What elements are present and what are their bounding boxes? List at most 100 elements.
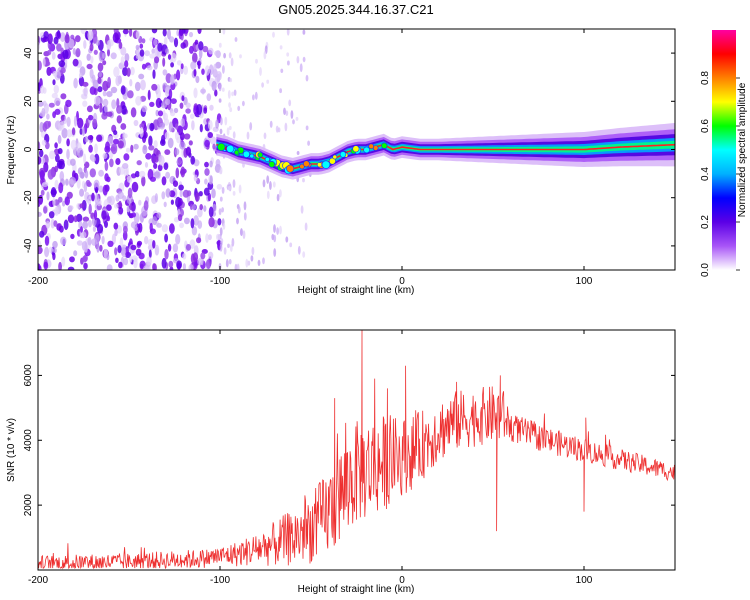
noise-blob: [223, 52, 227, 59]
noise-blob: [228, 185, 231, 191]
ridge-peak-blob: [321, 160, 331, 169]
ridge-peak-blob: [217, 142, 226, 152]
noise-blob: [133, 226, 138, 232]
noise-blob: [102, 152, 108, 160]
noise-blob: [204, 178, 208, 185]
ridge-peak-blob: [268, 161, 276, 168]
noise-blob: [277, 127, 281, 133]
noise-blob: [136, 160, 142, 166]
noise-blob: [59, 225, 64, 233]
noise-blob: [169, 74, 175, 85]
noise-blob: [60, 236, 67, 246]
noise-blob: [272, 181, 276, 188]
noise-blob: [143, 200, 149, 211]
ridge-peak-blob: [242, 150, 250, 158]
noise-blob: [77, 117, 84, 129]
noise-blob: [50, 218, 55, 229]
noise-blob: [249, 122, 253, 131]
noise-blob: [164, 131, 170, 140]
noise-blob: [269, 120, 273, 128]
noise-blob: [88, 203, 92, 215]
noise-blob: [222, 29, 226, 35]
noise-blob: [126, 175, 133, 183]
noise-blob: [181, 95, 185, 102]
noise-blob: [94, 153, 100, 165]
noise-blob: [54, 165, 59, 173]
noise-blob: [73, 115, 78, 127]
noise-blob: [83, 182, 88, 193]
noise-blob: [161, 191, 166, 200]
noise-blob: [237, 206, 241, 214]
noise-blob: [111, 99, 117, 110]
noise-blob: [198, 41, 204, 51]
noise-blob: [272, 31, 275, 38]
noise-blob: [116, 115, 123, 124]
noise-blob: [227, 90, 231, 99]
noise-blob: [87, 219, 92, 228]
noise-blob: [157, 110, 164, 117]
noise-blob: [262, 179, 266, 188]
noise-blob: [148, 249, 152, 259]
noise-blob: [98, 169, 104, 177]
noise-blob: [48, 102, 55, 108]
noise-blob: [204, 139, 211, 148]
noise-blob: [93, 209, 98, 221]
noise-blob: [190, 61, 197, 70]
noise-blob: [231, 91, 235, 97]
noise-blob: [118, 41, 123, 50]
noise-blob: [180, 118, 186, 128]
noise-blob: [206, 93, 212, 102]
noise-blob: [39, 121, 44, 133]
noise-blob: [80, 231, 87, 239]
noise-blob: [88, 144, 93, 153]
noise-blob: [126, 67, 131, 77]
noise-blob: [81, 126, 85, 136]
noise-blob: [182, 253, 187, 260]
noise-blob: [43, 31, 49, 39]
noise-blob: [305, 74, 309, 82]
noise-blob: [199, 124, 203, 133]
noise-blob: [64, 34, 70, 44]
noise-blob: [92, 118, 98, 128]
noise-blob: [233, 89, 237, 96]
noise-blob: [81, 241, 88, 251]
noise-blob: [207, 132, 213, 139]
noise-blob: [60, 93, 67, 100]
noise-blob: [180, 42, 186, 49]
noise-blob: [175, 234, 181, 245]
noise-blob: [96, 243, 100, 253]
noise-blob: [101, 235, 105, 245]
ridge-peak-blob: [352, 145, 360, 153]
noise-blob: [104, 220, 108, 228]
noise-blob: [243, 201, 247, 211]
noise-blob: [109, 158, 114, 168]
noise-blob: [228, 258, 232, 265]
noise-blob: [81, 255, 88, 263]
noise-blob: [208, 47, 214, 55]
noise-blob: [173, 107, 179, 114]
noise-blob: [122, 29, 129, 35]
noise-blob: [273, 234, 277, 243]
noise-blob: [162, 69, 168, 76]
noise-blob: [279, 45, 283, 50]
noise-blob: [183, 65, 189, 76]
noise-blob: [60, 67, 66, 74]
noise-blob: [221, 207, 225, 213]
noise-blob: [192, 52, 198, 64]
noise-blob: [104, 161, 109, 172]
noise-blob: [54, 97, 61, 107]
noise-blob: [236, 263, 240, 270]
noise-blob: [54, 179, 59, 190]
noise-blob: [58, 182, 64, 194]
noise-blob: [276, 227, 279, 235]
noise-blob: [167, 243, 172, 252]
noise-blob: [70, 233, 75, 240]
noise-blob: [243, 212, 247, 221]
noise-blob: [177, 214, 183, 222]
noise-blob: [89, 43, 94, 52]
noise-blob: [232, 191, 236, 196]
noise-blob: [193, 87, 198, 99]
noise-blob: [99, 244, 103, 252]
noise-blob: [213, 63, 217, 75]
